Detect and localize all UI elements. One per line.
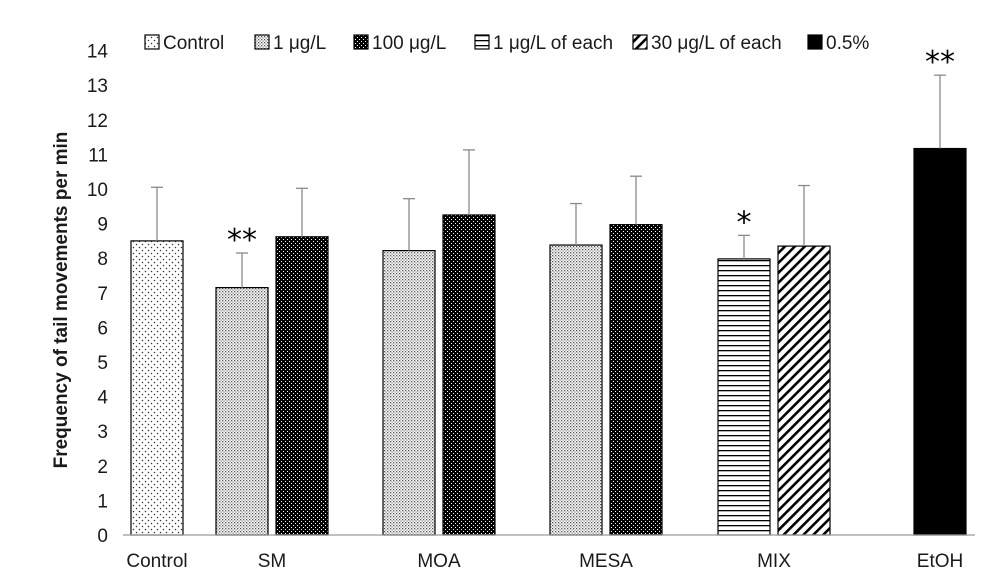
bar-mesa-100-g-l xyxy=(609,224,663,536)
legend-swatch xyxy=(807,34,823,50)
bar-moa-100-g-l xyxy=(442,214,496,536)
x-tick-label-etoh: EtOH xyxy=(917,551,963,572)
y-tick-label: 5 xyxy=(97,353,108,374)
x-tick-label-mesa: MESA xyxy=(579,551,633,572)
significance-marker: ** xyxy=(925,45,955,80)
legend-swatch xyxy=(353,34,369,50)
bar-control-control xyxy=(130,240,184,536)
y-tick-label: 9 xyxy=(97,215,108,236)
x-tick-label-sm: SM xyxy=(258,551,287,572)
significance-markers: ***** xyxy=(227,45,955,258)
legend-item-30-g-l-of-each: 30 μg/L of each xyxy=(632,33,782,54)
legend-item-100-g-l: 100 μg/L xyxy=(353,33,446,54)
legend-item-1-g-l: 1 μg/L xyxy=(254,33,326,54)
y-axis-label: Frequency of tail movements per min xyxy=(51,132,72,469)
legend-swatch xyxy=(632,34,648,50)
x-tick-label-moa: MOA xyxy=(417,551,461,572)
x-tick-label-mix: MIX xyxy=(757,551,791,572)
bars xyxy=(130,147,967,536)
bar-mix-1-g-l-of-each xyxy=(717,258,771,536)
bar-moa-1-g-l xyxy=(382,249,436,536)
legend-item-control: Control xyxy=(144,33,224,54)
legend-label: 30 μg/L of each xyxy=(651,33,782,54)
legend-label: 1 μg/L of each xyxy=(493,33,613,54)
bar-sm-1-g-l xyxy=(215,287,269,536)
y-tick-label: 14 xyxy=(87,42,109,63)
y-tick-label: 4 xyxy=(97,388,108,409)
legend-item-1-g-l-of-each: 1 μg/L of each xyxy=(474,33,613,54)
y-tick-label: 3 xyxy=(97,422,108,443)
legend-label: Control xyxy=(163,33,224,54)
legend-label: 100 μg/L xyxy=(372,33,446,54)
y-tick-label: 8 xyxy=(97,249,108,270)
error-bars xyxy=(151,74,946,288)
y-tick-label: 2 xyxy=(97,457,108,478)
legend-label: 1 μg/L xyxy=(273,33,326,54)
y-tick-label: 1 xyxy=(97,491,108,512)
bar-mesa-1-g-l xyxy=(549,244,603,536)
legend-swatch xyxy=(254,34,270,50)
y-tick-label: 13 xyxy=(87,76,108,97)
x-axis: Control SM MOA MESA MIX EtOH xyxy=(126,551,963,572)
y-tick-label: 0 xyxy=(97,526,108,547)
legend-swatch xyxy=(474,34,490,50)
y-tick-label: 7 xyxy=(97,284,108,305)
y-tick-label: 11 xyxy=(88,145,108,166)
legend-item-0-5: 0.5% xyxy=(807,33,869,54)
x-tick-label-control: Control xyxy=(126,551,187,572)
y-tick-label: 12 xyxy=(87,111,108,132)
legend-label: 0.5% xyxy=(826,33,869,54)
legend: Control 1 μg/L 100 μg/L 1 μg/L of each 30 μg… xyxy=(144,33,869,54)
legend-swatch xyxy=(144,34,160,50)
y-tick-label: 6 xyxy=(97,318,108,339)
bar-sm-100-g-l xyxy=(275,236,329,536)
bar-etoh-0-5 xyxy=(913,147,967,536)
bar-mix-30-g-l-of-each xyxy=(777,245,831,536)
significance-marker: * xyxy=(737,205,752,240)
y-tick-label: 10 xyxy=(87,180,108,201)
significance-marker: ** xyxy=(227,223,257,258)
